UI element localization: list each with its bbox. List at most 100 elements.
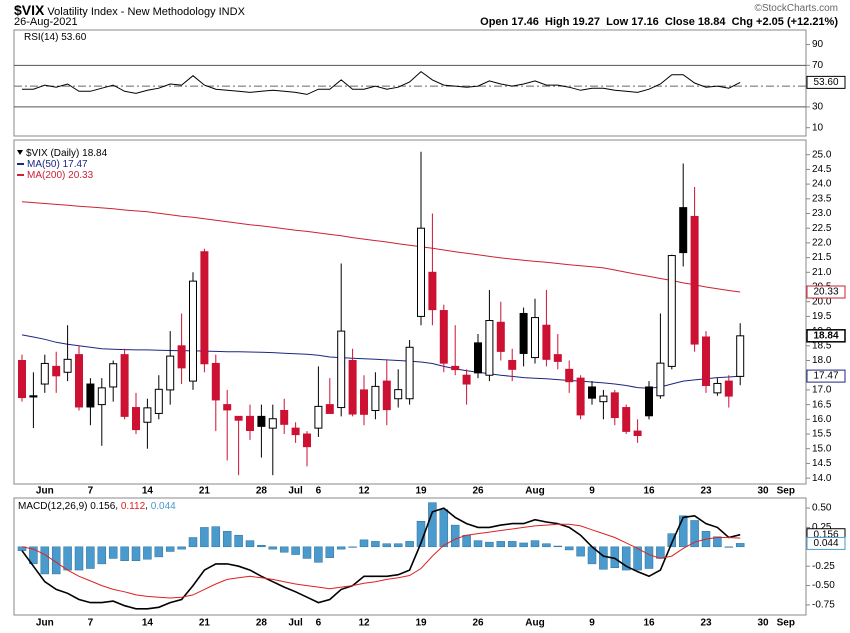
- x-tick-label: 21: [199, 486, 211, 497]
- value-tag: 18.84: [813, 330, 838, 341]
- label: Low: [606, 16, 629, 28]
- rsi-line: [22, 70, 741, 95]
- histogram-bar: [473, 540, 483, 548]
- histogram-bar: [519, 542, 528, 548]
- ohlc-line: Open 17.46 High 19.27 Low 17.16 Close 18…: [480, 16, 838, 28]
- histogram-bar: [450, 524, 460, 548]
- histogram-bar: [188, 537, 198, 548]
- candle-body: [63, 358, 72, 373]
- candle-body: [120, 354, 129, 417]
- label: Close: [664, 16, 695, 28]
- histogram-bar: [325, 546, 335, 558]
- macd-line: [21, 507, 741, 610]
- legend: MACD(12,26,9) 0.156, 0.112, 0.044: [18, 501, 176, 512]
- x-tick-label: 19: [415, 486, 427, 497]
- histogram-bar: [165, 546, 175, 552]
- x-tick-label: 7: [88, 618, 94, 629]
- histogram-bar: [97, 546, 107, 565]
- histogram-bar: [302, 546, 312, 559]
- candle-body: [348, 360, 357, 415]
- candle-body: [246, 415, 254, 431]
- histogram-bar: [108, 546, 118, 559]
- candle-body: [257, 415, 266, 427]
- candle-body: [679, 207, 688, 254]
- candle-body: [75, 354, 83, 408]
- histogram-bar: [154, 546, 164, 558]
- histogram-bar: [200, 527, 209, 548]
- x-tick-label: 16: [643, 486, 655, 497]
- y-tick-label: 25.0: [812, 149, 832, 160]
- value: 17.46: [511, 16, 539, 28]
- y-tick-label: 17.0: [812, 385, 832, 396]
- candle-body: [610, 392, 619, 419]
- y-tick-label: 0.25: [812, 522, 832, 533]
- histogram-bar: [667, 533, 677, 548]
- x-tick-label: 14: [142, 486, 154, 497]
- x-tick-label: Jun: [36, 618, 54, 629]
- value: 17.16: [631, 16, 659, 28]
- x-tick-label: 12: [358, 486, 370, 497]
- candle-body: [428, 271, 437, 311]
- candle-body: [405, 346, 414, 400]
- y-tick-label: 18.0: [812, 355, 832, 366]
- label: Chg: [731, 16, 753, 28]
- legend-name: $VIX (Daily): [26, 148, 79, 159]
- x-tick-label: Aug: [525, 618, 544, 629]
- histogram-bar: [86, 546, 95, 569]
- histogram-bar: [336, 546, 346, 550]
- candle-body: [531, 317, 539, 359]
- y-tick-label: 16.0: [812, 414, 832, 425]
- x-tick-label: Jul: [288, 618, 303, 629]
- legend-value: 20.33: [68, 170, 93, 181]
- candle-body: [713, 382, 722, 394]
- histogram-bar: [29, 546, 38, 565]
- x-tick-label: 23: [700, 618, 712, 629]
- histogram-bar: [564, 546, 574, 551]
- histogram-bar: [690, 520, 699, 548]
- candle-body: [474, 342, 482, 374]
- x-tick-label: 30: [757, 486, 769, 497]
- candle-body: [542, 324, 551, 360]
- histogram-bar: [177, 546, 186, 550]
- x-tick-label: 21: [199, 618, 211, 629]
- candle-body: [496, 321, 505, 352]
- candle-body: [485, 320, 494, 376]
- histogram-bar: [576, 546, 585, 557]
- panel-frame: [13, 497, 807, 616]
- y-tick-label: 10: [812, 122, 824, 133]
- y-tick-label: 15.0: [812, 443, 832, 454]
- histogram-bar: [211, 526, 221, 548]
- credit: ©StockCharts.com: [754, 3, 838, 14]
- candle-body: [109, 363, 118, 388]
- y-tick-label: 18.5: [812, 340, 832, 351]
- legend-name: MA(200): [27, 170, 65, 181]
- histogram-bar: [393, 543, 403, 548]
- candle-body: [656, 362, 665, 397]
- y-tick-label: 14.5: [812, 458, 832, 469]
- histogram-bar: [439, 509, 449, 548]
- x-tick-label: 7: [88, 486, 94, 497]
- candle-body: [223, 404, 232, 411]
- histogram-bar: [621, 546, 631, 571]
- histogram-bar: [143, 546, 152, 560]
- x-tick-label: 12: [358, 618, 370, 629]
- histogram-bar: [644, 546, 654, 569]
- candle-body: [360, 389, 368, 415]
- histogram-bar: [713, 536, 722, 548]
- x-tick-label: 26: [472, 618, 484, 629]
- candle-body: [303, 433, 311, 448]
- candle-body: [132, 407, 140, 431]
- y-tick-label: 21.5: [812, 252, 832, 263]
- y-tick-label: 23.5: [812, 193, 832, 204]
- x-tick-label: Jun: [36, 486, 54, 497]
- value-tag-box: [806, 329, 846, 343]
- candle-body: [439, 310, 448, 364]
- legend: $VIX (Daily) 18.84: [26, 148, 108, 159]
- candle-body: [645, 386, 653, 417]
- histogram-bar: [428, 502, 437, 548]
- candle-body: [200, 251, 209, 365]
- value: 18.84: [697, 16, 726, 28]
- histogram-bar: [599, 546, 608, 570]
- legend-name: MACD(12,26,9): [18, 501, 87, 512]
- candle-body: [86, 383, 95, 408]
